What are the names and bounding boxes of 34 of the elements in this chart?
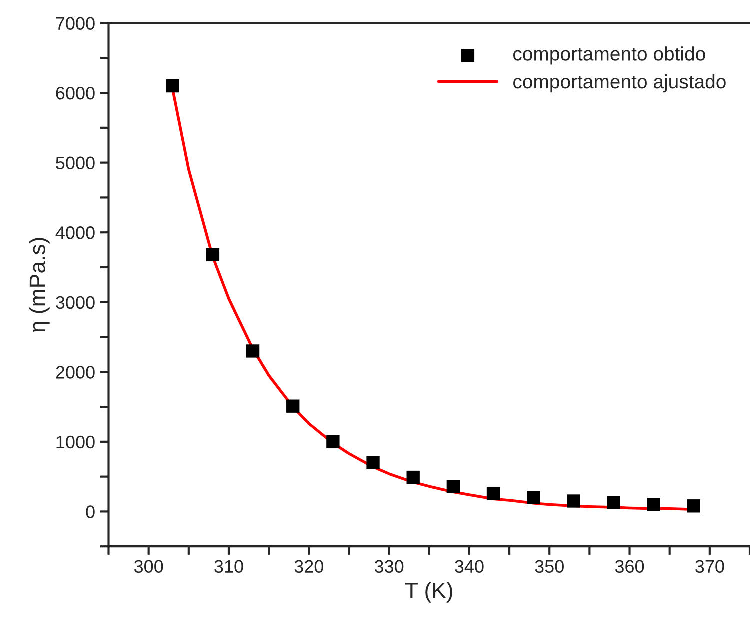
x-tick-label: 340 bbox=[455, 560, 484, 574]
y-tick-label: 1000 bbox=[56, 436, 95, 449]
y-tick-label: 3000 bbox=[56, 296, 95, 310]
point bbox=[406, 470, 420, 484]
point bbox=[607, 496, 620, 510]
x-tick-label: 370 bbox=[696, 560, 724, 574]
point bbox=[647, 498, 660, 512]
y-axis-title: η (mPa.s) bbox=[29, 238, 50, 332]
point bbox=[366, 456, 380, 470]
x-tick-label: 320 bbox=[294, 560, 324, 574]
point bbox=[567, 494, 580, 508]
y-tick-label: 5000 bbox=[56, 156, 95, 170]
point bbox=[486, 486, 500, 500]
x-tick-label: 310 bbox=[214, 560, 244, 574]
legend-label: comportamento obtido bbox=[514, 46, 706, 65]
point bbox=[526, 491, 540, 504]
x-tick-label: 360 bbox=[615, 560, 644, 574]
x-tick-label: 350 bbox=[535, 560, 564, 574]
point bbox=[166, 79, 180, 93]
point bbox=[687, 500, 700, 513]
x-axis-title: T (K) bbox=[405, 582, 452, 603]
y-tick-label: 6000 bbox=[56, 86, 95, 100]
legend-label: comportamento ajustado bbox=[514, 74, 726, 93]
y-tick-label: 2000 bbox=[56, 366, 95, 379]
y-tick-label: 4000 bbox=[56, 226, 95, 240]
x-tick-label: 300 bbox=[134, 560, 164, 574]
point bbox=[206, 248, 220, 262]
x-tick-label: 330 bbox=[374, 560, 404, 574]
point bbox=[326, 435, 340, 449]
point bbox=[446, 480, 460, 494]
point bbox=[246, 344, 260, 358]
y-tick-label: 7000 bbox=[56, 17, 95, 30]
y-tick-label: 0 bbox=[86, 506, 95, 518]
point bbox=[286, 400, 300, 413]
